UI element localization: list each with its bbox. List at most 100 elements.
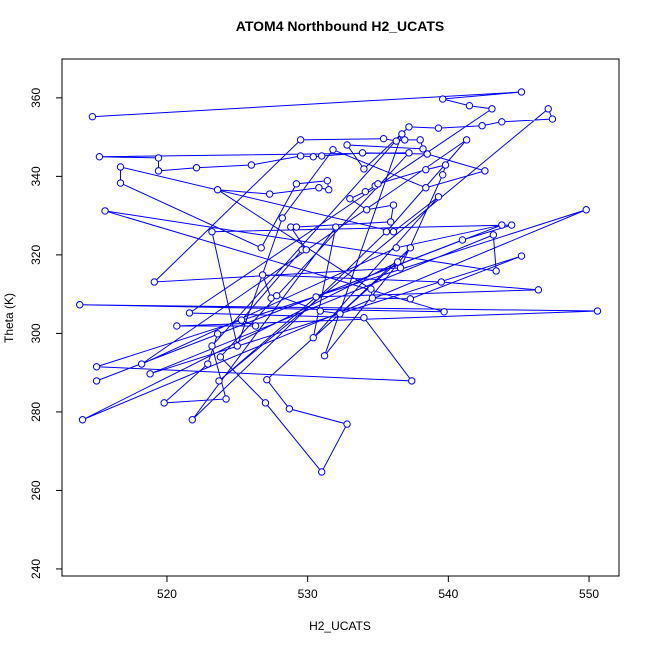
x-tick-label: 550: [579, 587, 599, 601]
point: [116, 179, 125, 187]
point: [332, 223, 340, 231]
y-tick-label: 340: [29, 166, 43, 186]
point: [150, 278, 158, 286]
point: [389, 201, 398, 209]
point: [257, 244, 265, 252]
y-tick-label: 320: [29, 245, 43, 265]
point: [392, 137, 400, 145]
point: [422, 166, 430, 174]
point: [213, 330, 222, 338]
point: [261, 399, 270, 407]
point: [263, 376, 271, 384]
point: [213, 186, 222, 194]
point: [368, 294, 377, 302]
point: [517, 88, 526, 96]
point: [458, 236, 467, 244]
point: [318, 468, 326, 476]
point: [265, 190, 274, 198]
point: [406, 244, 415, 252]
point: [292, 223, 301, 231]
point: [374, 180, 382, 188]
point: [462, 136, 471, 144]
point: [285, 405, 294, 413]
point: [278, 214, 287, 222]
point: [437, 278, 446, 286]
point: [92, 377, 101, 385]
chart-title: ATOM4 Northbound H2_UCATS: [236, 18, 444, 34]
point: [360, 165, 368, 173]
point: [318, 152, 326, 160]
y-tick-label: 260: [29, 480, 43, 500]
point: [320, 352, 329, 360]
y-tick-label: 280: [29, 402, 43, 422]
point: [222, 395, 230, 403]
point: [302, 246, 310, 254]
point: [593, 307, 602, 315]
point: [358, 149, 367, 157]
point: [419, 145, 427, 153]
point: [534, 286, 543, 294]
point: [312, 293, 320, 301]
point: [492, 267, 500, 275]
point: [208, 342, 216, 350]
point: [392, 244, 400, 252]
point: [216, 353, 225, 361]
point: [408, 377, 416, 385]
point: [544, 105, 552, 113]
x-axis-label: H2_UCATS: [309, 619, 371, 633]
point: [439, 171, 447, 179]
point: [329, 145, 337, 154]
point: [343, 141, 351, 149]
point: [343, 420, 351, 428]
point: [336, 310, 344, 318]
point: [405, 123, 413, 131]
point: [160, 399, 168, 407]
plot-frame: [61, 58, 620, 577]
y-tick-label: 240: [29, 559, 43, 579]
point: [315, 184, 323, 192]
point: [440, 308, 448, 316]
point: [258, 271, 267, 279]
point: [422, 184, 430, 192]
series-line: [79, 91, 598, 473]
point: [363, 206, 371, 214]
point: [215, 377, 223, 385]
point: [507, 221, 516, 229]
point: [237, 316, 246, 324]
point: [233, 342, 242, 350]
y-tick-label: 360: [29, 88, 43, 108]
point: [517, 252, 526, 260]
point: [185, 309, 194, 317]
point: [208, 228, 216, 236]
point: [204, 360, 212, 368]
point: [398, 130, 406, 138]
point: [325, 186, 333, 194]
y-tick-label: 300: [29, 323, 43, 343]
point: [382, 228, 391, 236]
point: [360, 313, 368, 322]
point: [296, 152, 305, 160]
point: [247, 161, 256, 169]
point: [323, 176, 332, 185]
point: [154, 154, 163, 162]
point: [154, 167, 163, 175]
y-axis-label: Theta (K): [2, 293, 16, 343]
point: [423, 150, 431, 158]
point: [434, 193, 443, 201]
point: [95, 153, 104, 161]
point: [478, 122, 486, 130]
point: [361, 187, 370, 196]
point: [296, 136, 305, 144]
point: [439, 95, 447, 103]
point: [401, 136, 409, 144]
point: [405, 149, 413, 157]
point: [488, 105, 496, 113]
point: [146, 370, 154, 378]
point: [292, 180, 301, 188]
x-tick-label: 530: [298, 587, 318, 601]
point: [76, 301, 84, 309]
point: [386, 218, 395, 226]
point: [251, 322, 260, 330]
point: [498, 118, 506, 126]
